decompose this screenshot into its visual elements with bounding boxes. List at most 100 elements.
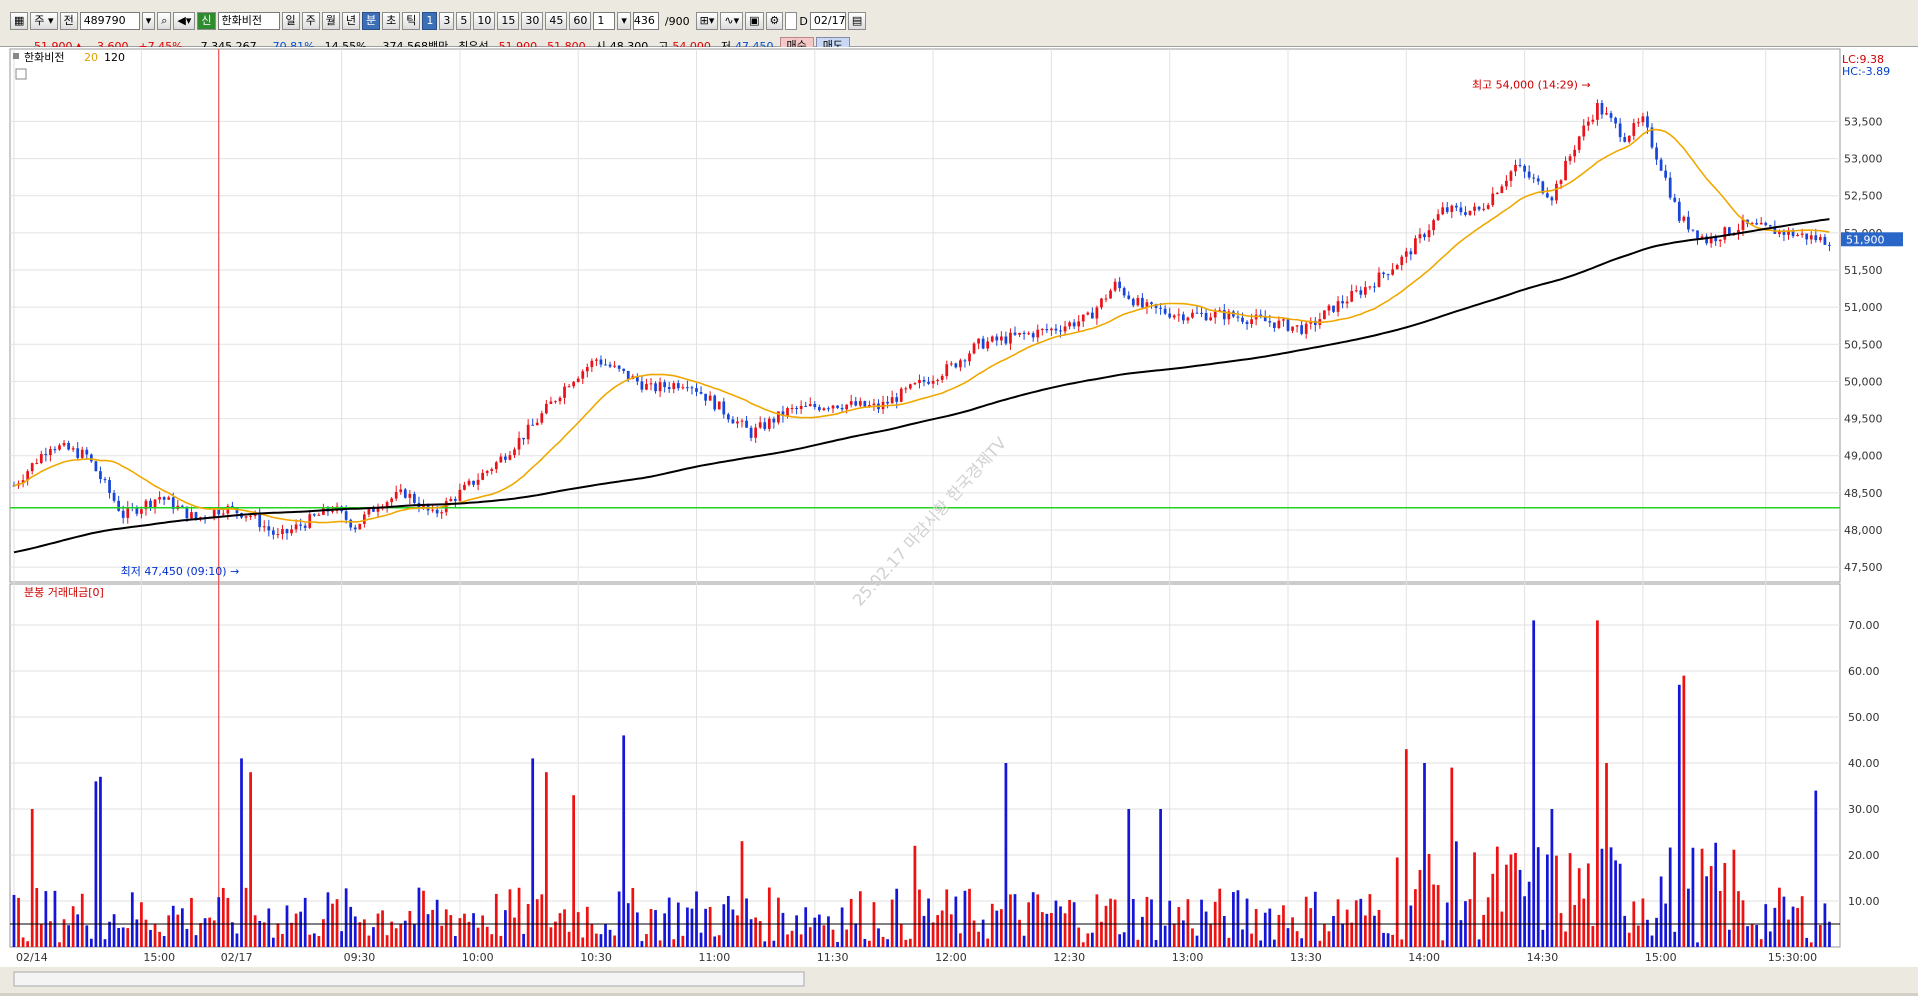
volume-bar [922,915,926,947]
volume-bar [931,922,935,947]
candle-body [281,529,284,535]
interval-15[interactable]: 15 [497,12,520,30]
candle-body [1523,165,1526,172]
candle-body [1682,216,1686,221]
interval-1[interactable]: 1 [422,12,438,30]
volume-bar [1800,896,1804,947]
candle-body [89,454,93,462]
volume-bar [822,925,826,947]
candle-body [1268,321,1272,323]
volume-bar [968,888,971,947]
search-icon[interactable]: ⌕ [157,12,172,30]
candle-body [1755,223,1759,225]
volume-bar [1181,920,1185,947]
candle-body [1627,135,1631,142]
unit-dropdown-icon[interactable]: ▾ [617,12,631,30]
volume-bar [249,772,252,947]
candle-body [808,404,812,406]
unit-select[interactable]: 1 [593,12,616,30]
candle-body [285,529,289,534]
volume-bar [1100,921,1103,947]
volume-bar [353,916,357,947]
volume-bar [1104,905,1108,947]
volume-bar [767,887,771,947]
candle-body [1141,297,1144,308]
high-label: 고 [654,38,672,54]
legend-icon [13,53,19,59]
interval-3[interactable]: 3 [439,12,455,30]
volume-bar [208,917,212,947]
period-second[interactable]: 초 [382,12,401,30]
interval-60[interactable]: 60 [569,12,592,30]
volume-bar [1536,847,1540,947]
volume-bar [804,907,808,947]
candle-body [1500,186,1504,193]
candle-body [1705,236,1708,244]
candle-body [476,479,480,485]
candle-body [572,381,576,387]
period-month[interactable]: 월 [321,12,340,30]
volume-bar [1291,917,1294,947]
exchange-select[interactable]: 전 [59,12,78,30]
volume-bar [1309,908,1313,947]
volume-bar [1500,911,1504,947]
market-select[interactable]: 주 ▾ [30,12,58,30]
stock-code-input[interactable]: 489790 [79,12,140,30]
volume-bar [704,908,707,947]
candle-body [1250,319,1253,325]
draw-icon[interactable]: ∿▾ [720,12,744,30]
volume-bar [62,919,66,947]
code-dropdown-icon[interactable]: ▾ [141,12,156,30]
tools-icon[interactable]: ⊞▾ [695,12,719,30]
volume-bar [435,899,439,947]
period-tick[interactable]: 틱 [402,12,421,30]
count-input[interactable]: 436 [632,12,659,30]
interval-30[interactable]: 30 [521,12,544,30]
candle-body [85,449,89,455]
interval-45[interactable]: 45 [545,12,568,30]
interval-5[interactable]: 5 [456,12,472,30]
candle-body [185,506,189,519]
volume-bar [1623,915,1627,947]
volume-bar [335,899,339,947]
volume-bar [176,914,180,947]
candle-body [872,403,876,406]
volume-bar [1345,909,1349,947]
volume-bar [171,905,175,947]
candle-body [26,471,30,481]
candle-body [312,514,316,516]
period-year[interactable]: 년 [341,12,360,30]
period-week[interactable]: 주 [301,12,320,30]
volume-bar [736,915,739,947]
candle-body [1136,297,1140,306]
calendar-icon[interactable]: ▤ [847,12,867,30]
candle-body [1650,127,1654,148]
volume-bar [1368,894,1372,947]
volume-bar [1559,913,1563,947]
candle-body [444,501,448,513]
candle-body [394,491,398,499]
chart-type-icon[interactable]: ▦ [10,12,29,30]
gear-icon[interactable]: ⚙ [765,12,784,30]
volume-bar [1495,846,1499,947]
candle-body [1104,298,1108,300]
speaker-icon[interactable]: ◀▾ [173,12,196,30]
volume-bar [1677,684,1681,947]
candle-body [1718,239,1722,242]
candle-body [1436,214,1440,221]
stock-name-field[interactable]: 한화비전 [217,12,280,30]
candle-body [1696,230,1699,239]
volume-bar [686,907,689,947]
period-minute[interactable]: 분 [362,12,381,30]
candle-body [868,405,871,407]
candle-body [949,363,953,365]
candle-body [749,427,753,438]
period-day[interactable]: 일 [281,12,300,30]
interval-10[interactable]: 10 [473,12,496,30]
volume-bar [1332,915,1335,947]
candle-body [258,514,262,528]
date-input[interactable]: 02/17 [809,12,846,30]
save-icon[interactable]: ▣ [745,12,764,30]
date-checkbox[interactable] [785,12,798,30]
volume-bar [422,890,425,947]
